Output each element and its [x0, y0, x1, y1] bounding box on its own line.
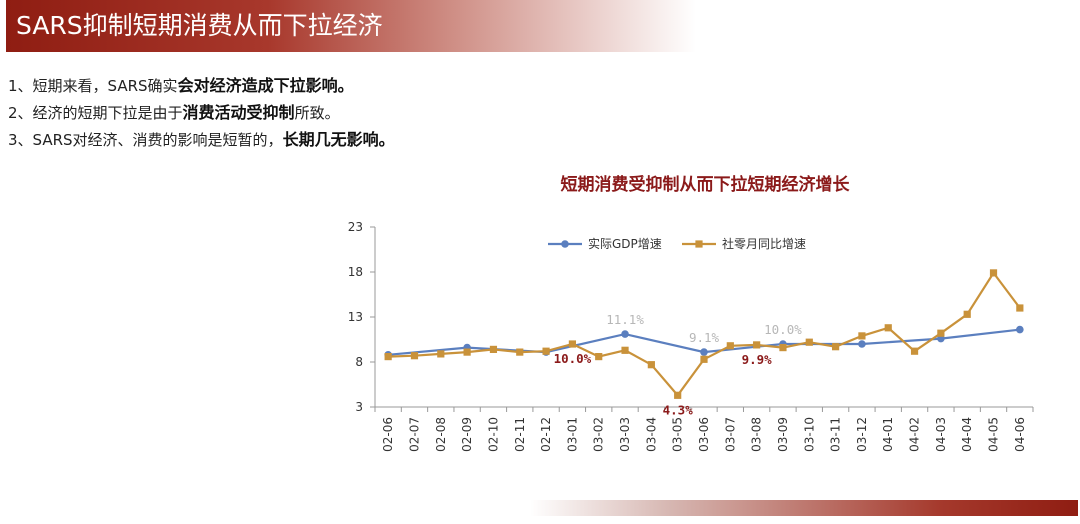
y-tick-label: 23	[348, 220, 363, 234]
retail-point	[805, 338, 813, 346]
retail-point	[568, 340, 576, 348]
data-label: 10.0%	[554, 351, 592, 366]
retail-point	[963, 310, 971, 318]
x-tick-label: 04-03	[934, 417, 948, 452]
x-tick-label: 02-08	[434, 417, 448, 452]
y-tick-label: 3	[355, 400, 363, 414]
x-tick-label: 03-10	[802, 417, 816, 452]
x-tick-label: 03-06	[697, 417, 711, 452]
retail-point	[779, 344, 787, 352]
x-tick-label: 04-04	[960, 417, 974, 452]
legend-retail-marker	[695, 240, 703, 248]
retail-point	[647, 361, 655, 369]
x-tick-label: 02-10	[486, 417, 500, 452]
bullet-suffix: 所致。	[294, 104, 340, 122]
bullet-emphasis: 会对经济造成下拉影响。	[177, 76, 354, 95]
bullet-text: 1、短期来看，SARS确实	[8, 77, 178, 95]
bullet-text: 3、SARS对经济、消费的影响是短暂的，	[8, 131, 283, 149]
data-label: 9.9%	[742, 352, 773, 367]
retail-point	[753, 341, 761, 349]
retail-point	[516, 348, 524, 356]
x-tick-label: 02-12	[539, 417, 553, 452]
legend-gdp-marker	[561, 240, 569, 248]
legend-gdp-label: 实际GDP增速	[588, 236, 662, 251]
x-tick-label: 03-04	[644, 417, 658, 452]
x-tick-label: 04-05	[987, 417, 1001, 452]
x-tick-label: 03-05	[671, 417, 685, 452]
bullet-emphasis: 消费活动受抑制	[182, 103, 295, 122]
legend-retail-label: 社零月同比增速	[722, 236, 806, 251]
x-tick-label: 03-12	[855, 417, 869, 452]
x-tick-label: 03-02	[592, 417, 606, 452]
x-tick-label: 02-06	[381, 417, 395, 452]
data-label: 10.0%	[764, 322, 802, 337]
retail-point	[858, 332, 866, 340]
data-label: 4.3%	[663, 402, 694, 417]
retail-point	[621, 346, 629, 354]
bullet-item: 1、短期来看，SARS确实会对经济造成下拉影响。	[8, 72, 395, 99]
retail-point	[989, 269, 998, 277]
retail-point	[700, 355, 708, 363]
x-tick-label: 02-09	[460, 417, 474, 452]
x-tick-label: 02-11	[513, 417, 527, 452]
gdp-point	[1016, 325, 1024, 334]
retail-point	[410, 352, 419, 360]
retail-point	[1016, 304, 1024, 312]
x-tick-label: 03-11	[829, 417, 843, 452]
retail-point	[384, 353, 392, 361]
x-tick-label: 03-09	[776, 417, 790, 452]
retail-point	[937, 329, 945, 337]
data-label: 11.1%	[606, 312, 644, 327]
title-banner: SARS抑制短期消费从而下拉经济	[6, 0, 696, 52]
x-tick-label: 03-07	[723, 417, 737, 452]
bullet-text: 2、经济的短期下拉是由于	[8, 104, 183, 122]
x-tick-label: 04-02	[908, 417, 922, 452]
y-tick-label: 8	[355, 355, 363, 369]
retail-point	[595, 353, 603, 361]
x-tick-label: 03-01	[565, 417, 579, 452]
x-tick-label: 02-07	[407, 417, 421, 452]
bottom-decor-bar	[530, 500, 1078, 516]
gdp-point	[858, 340, 866, 348]
chart-title: 短期消费受抑制从而下拉短期经济增长	[561, 174, 851, 195]
x-tick-label: 04-01	[881, 417, 895, 452]
retail-point	[726, 342, 734, 350]
bullet-list: 1、短期来看，SARS确实会对经济造成下拉影响。 2、经济的短期下拉是由于消费活…	[8, 72, 395, 153]
retail-point	[832, 343, 840, 351]
y-tick-label: 18	[348, 265, 363, 279]
y-tick-label: 13	[348, 310, 363, 324]
x-tick-label: 03-08	[750, 417, 764, 452]
retail-point	[463, 348, 471, 356]
page-title: SARS抑制短期消费从而下拉经济	[16, 11, 383, 40]
bullet-emphasis: 长期几无影响。	[282, 130, 395, 149]
retail-point	[884, 324, 892, 332]
retail-point	[542, 347, 550, 355]
retail-point	[489, 345, 498, 353]
x-tick-label: 04-06	[1013, 417, 1027, 452]
x-tick-label: 03-03	[618, 417, 632, 452]
gdp-point	[621, 330, 629, 338]
retail-point	[437, 350, 445, 358]
data-label: 9.1%	[689, 330, 720, 345]
bullet-item: 3、SARS对经济、消费的影响是短暂的，长期几无影响。	[8, 126, 395, 153]
bullet-item: 2、经济的短期下拉是由于消费活动受抑制所致。	[8, 99, 395, 126]
retail-point	[910, 347, 919, 355]
retail-point	[674, 391, 682, 399]
gdp-point	[700, 348, 708, 356]
